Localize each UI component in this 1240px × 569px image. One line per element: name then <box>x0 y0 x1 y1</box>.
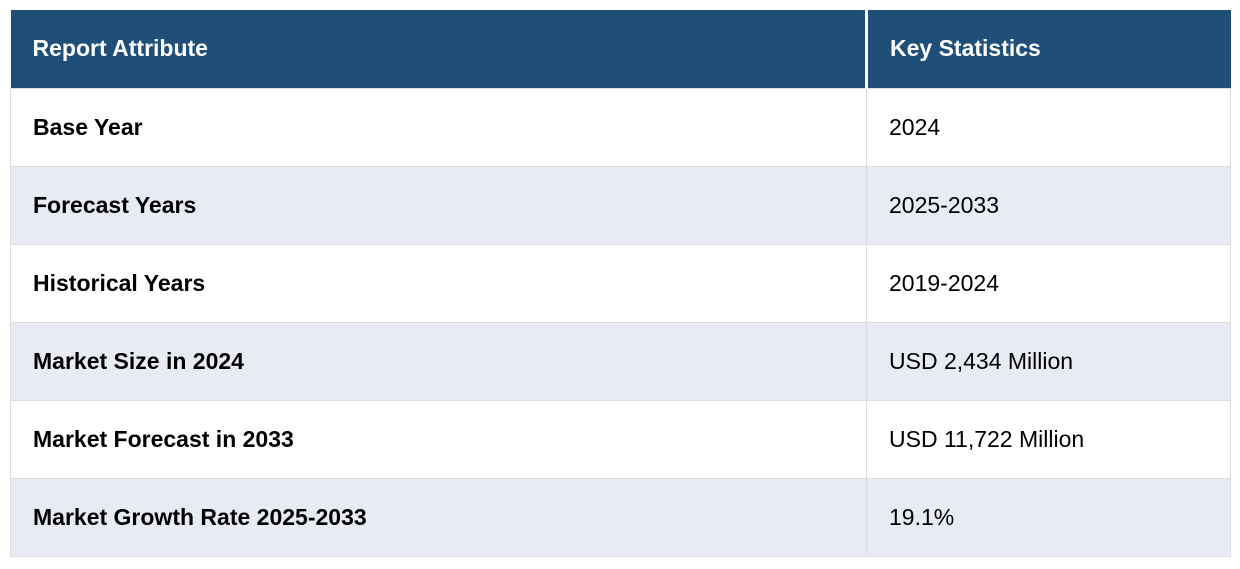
report-attributes-table: Report Attribute Key Statistics Base Yea… <box>10 10 1231 557</box>
column-header-report-attribute: Report Attribute <box>10 10 868 88</box>
table-row-growth-rate: Market Growth Rate 2025-2033 19.1% <box>10 477 1231 557</box>
column-header-key-statistics: Key Statistics <box>866 10 1231 88</box>
attribute-cell: Forecast Years <box>10 165 867 245</box>
table-row-market-forecast: Market Forecast in 2033 USD 11,722 Milli… <box>10 399 1231 479</box>
value-cell: 2024 <box>866 87 1231 167</box>
header-row: Report Attribute Key Statistics <box>10 10 1231 88</box>
value-cell: 19.1% <box>866 477 1231 557</box>
value-cell: 2019-2024 <box>866 243 1231 323</box>
attribute-cell: Base Year <box>10 87 867 167</box>
table-row-base-year: Base Year 2024 <box>10 87 1231 167</box>
attribute-cell: Market Forecast in 2033 <box>10 399 867 479</box>
table-row-historical-years: Historical Years 2019-2024 <box>10 243 1231 323</box>
attribute-cell: Market Growth Rate 2025-2033 <box>10 477 867 557</box>
attribute-cell: Historical Years <box>10 243 867 323</box>
table-row-market-size: Market Size in 2024 USD 2,434 Million <box>10 321 1231 401</box>
table-row-forecast-years: Forecast Years 2025-2033 <box>10 165 1231 245</box>
value-cell: USD 2,434 Million <box>866 321 1231 401</box>
attribute-cell: Market Size in 2024 <box>10 321 867 401</box>
value-cell: USD 11,722 Million <box>866 399 1231 479</box>
value-cell: 2025-2033 <box>866 165 1231 245</box>
